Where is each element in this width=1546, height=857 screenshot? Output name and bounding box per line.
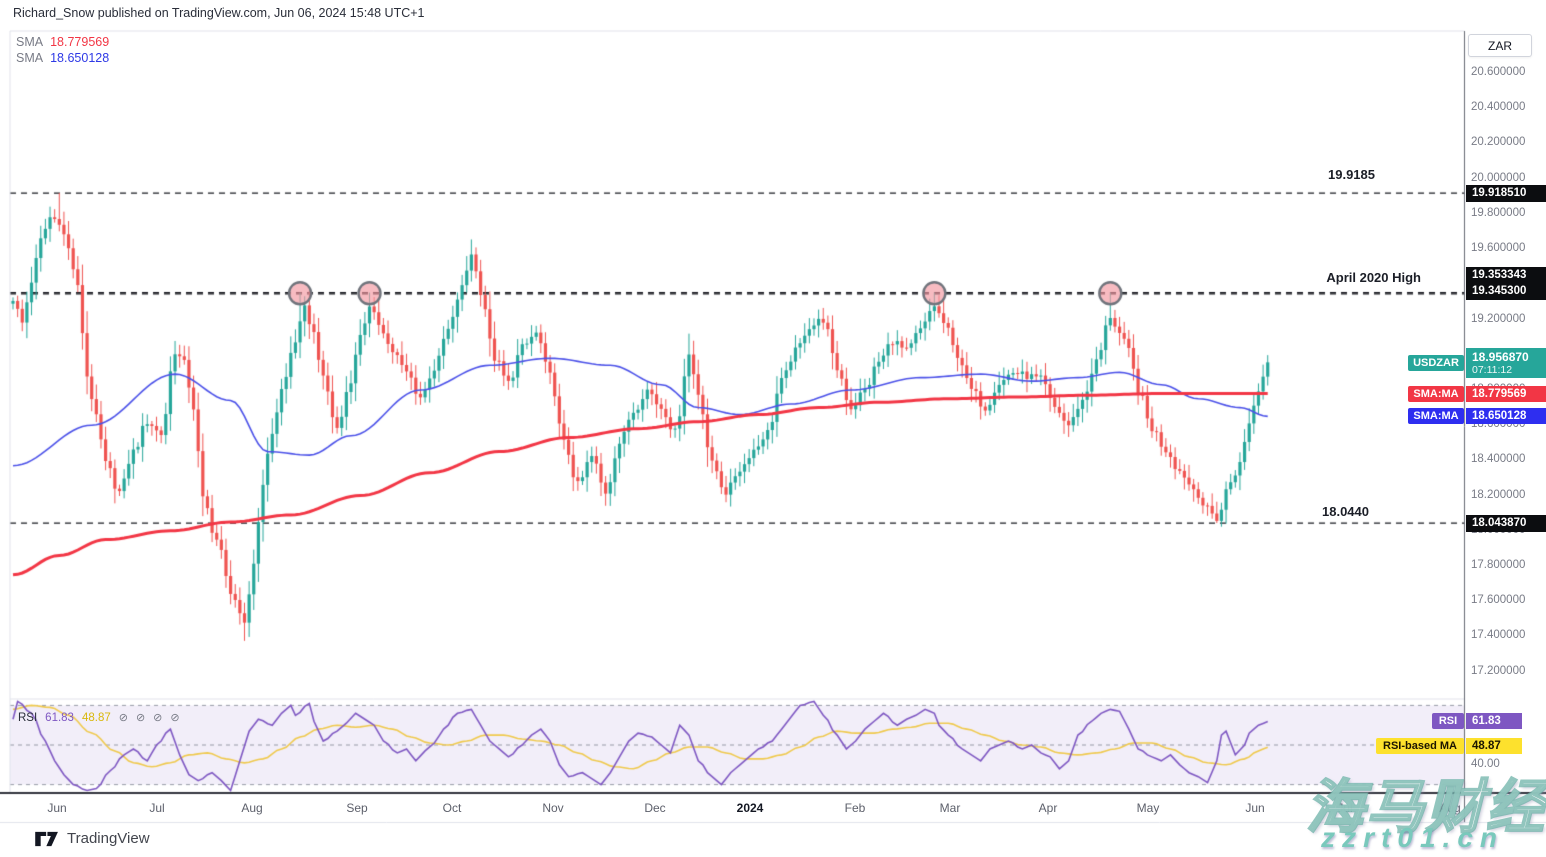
price-tick: 17.200000	[1471, 664, 1526, 677]
rsi-legend-name: RSI	[18, 712, 38, 724]
time-axis-label: Aug	[241, 801, 263, 815]
price-tick: 20.200000	[1471, 136, 1526, 149]
time-axis-label: May	[1136, 801, 1160, 815]
rsi-legend-value: 61.83	[45, 712, 74, 724]
sma-slow-name-tag: SMA:MA	[1408, 386, 1464, 402]
level-label-18-0440[interactable]: 18.0440	[1322, 504, 1369, 519]
bar-countdown: 07:11:12	[1472, 364, 1513, 376]
rsi-ma-name-tag: RSI-based MA	[1376, 738, 1464, 754]
publish-title: Richard_Snow published on TradingView.co…	[13, 6, 425, 20]
level-label-19-9185[interactable]: 19.9185	[1328, 167, 1375, 182]
rsi-name-tag: RSI	[1432, 713, 1464, 729]
price-tick: 18.400000	[1471, 453, 1526, 466]
symbol-name-tag: USDZAR	[1408, 355, 1464, 371]
price-tick: 20.600000	[1471, 66, 1526, 79]
price-tick: 17.600000	[1471, 594, 1526, 607]
price-tick: 20.000000	[1471, 171, 1526, 184]
time-axis-label: Apr	[1038, 801, 1058, 815]
tradingview-brand-text: TradingView	[67, 830, 150, 847]
price-tick: 19.600000	[1471, 242, 1526, 255]
time-axis-label: Mar	[939, 801, 961, 815]
sma-fast-price-tag: 18.650128	[1466, 408, 1546, 424]
rsi-delete-icon[interactable]: ⊘	[153, 711, 163, 724]
rsi-ma-value-tag: 48.87	[1466, 738, 1522, 754]
time-axis-label: Dec	[644, 801, 666, 815]
sma-legend-row-2[interactable]: SMA 18.650128	[16, 51, 109, 65]
price-tick: 20.400000	[1471, 101, 1526, 114]
sma-legend-label: SMA	[16, 35, 44, 49]
time-axis-label: Jul	[1337, 801, 1353, 815]
level-label-april-2020-high[interactable]: April 2020 High	[1326, 270, 1421, 285]
tradingview-brand[interactable]: TradingView	[34, 830, 150, 847]
last-price-tag: 18.956870 07:11:12	[1466, 348, 1546, 378]
time-axis-label: 2024	[736, 801, 764, 815]
time-axis-label: Jul	[149, 801, 165, 815]
time-axis-label: Jun	[1245, 801, 1265, 815]
level-price-tag: 19.918510	[1466, 184, 1546, 202]
sma-legend-value: 18.650128	[50, 51, 110, 65]
rsi-more-icon[interactable]: ⊘	[170, 711, 180, 724]
watermark-site-name: 海马财经	[1305, 774, 1546, 841]
price-tick: 17.400000	[1471, 629, 1526, 642]
price-tick: 19.800000	[1471, 206, 1526, 219]
price-tick: 19.200000	[1471, 312, 1526, 325]
sma-fast-name-tag: SMA:MA	[1408, 408, 1464, 424]
price-tick: 17.800000	[1471, 559, 1526, 572]
sma-legend-row-1[interactable]: SMA 18.779569	[16, 35, 109, 49]
time-axis-label: Aug	[1439, 801, 1461, 815]
watermark-site-url: zzrt01.cn	[1321, 822, 1504, 853]
rsi-ma-legend-value: 48.87	[81, 712, 111, 724]
level-price-tag: 19.345300	[1466, 282, 1546, 300]
tradingview-logo-icon	[35, 831, 58, 846]
rsi-visibility-icon[interactable]: ⊘	[118, 711, 128, 724]
level-price-tag: 19.353343	[1466, 266, 1546, 284]
level-price-tag: 18.043870	[1466, 514, 1546, 532]
sma-legend-value: 18.779569	[50, 35, 110, 49]
time-axis-label: Oct	[442, 801, 462, 815]
sma-legend-label: SMA	[16, 51, 44, 65]
rsi-axis-tick: 40.00	[1471, 758, 1500, 770]
last-price-value: 18.956870	[1472, 350, 1529, 364]
time-axis-label: Feb	[844, 801, 866, 815]
time-axis-label: Nov	[542, 801, 564, 815]
currency-toggle-button[interactable]: ZAR	[1468, 34, 1532, 57]
time-axis-label: Sep	[346, 801, 368, 815]
rsi-settings-icon[interactable]: ⊘	[135, 711, 146, 724]
rsi-legend[interactable]: RSI 61.83 48.87 ⊘ ⊘ ⊘ ⊘	[18, 712, 180, 724]
sma-slow-price-tag: 18.779569	[1466, 386, 1546, 402]
rsi-value-tag: 61.83	[1466, 713, 1522, 729]
price-tick: 18.200000	[1471, 488, 1526, 501]
time-axis-label: Jun	[47, 801, 67, 815]
